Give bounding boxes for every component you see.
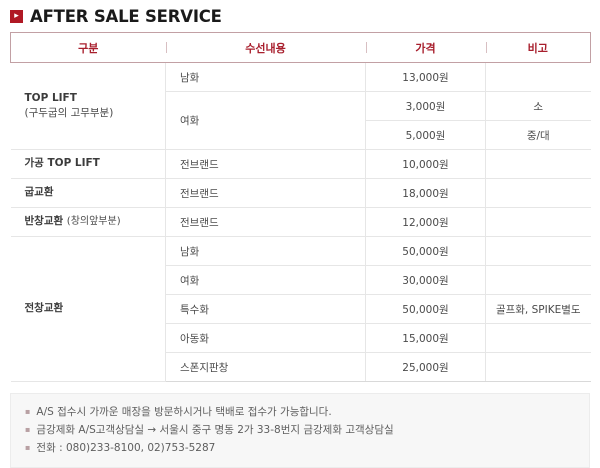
cell-note: [485, 352, 591, 382]
cell-repair-detail: 스폰지판창: [165, 352, 366, 382]
page-title: AFTER SALE SERVICE: [30, 7, 222, 26]
table-row: 반창교환 (창의앞부분) 전브랜드 12,000원: [10, 207, 591, 237]
cell-category: 가공 TOP LIFT: [10, 149, 166, 179]
cell-note: 골프화, SPIKE별도: [485, 294, 591, 324]
cell-category: TOP LIFT (구두굽의 고무부분): [10, 62, 166, 150]
cell-repair-detail: 특수화: [165, 294, 366, 324]
table-row: 특수화 50,000원 골프화, SPIKE별도: [11, 294, 591, 324]
category-label: 전창교환: [24, 302, 64, 315]
notice-line: ▪ 전화 : 080)233-8100, 02)753-5287: [25, 439, 575, 457]
category-sublabel: (창의앞부분): [66, 216, 121, 228]
cell-price: 5,000원: [365, 120, 486, 150]
table-row: 여화 30,000원: [11, 265, 591, 295]
table-header: 구분 수선내용 가격 비고: [10, 32, 591, 63]
category-label: 굽교환: [24, 186, 54, 199]
notice-box: ▪ A/S 접수시 가까운 매장을 방문하시거나 택배로 접수가 가능합니다. …: [10, 393, 590, 468]
cell-price: 50,000원: [365, 236, 486, 266]
chevron-right-icon: ▸: [10, 10, 23, 23]
cell-note: [485, 149, 591, 179]
bullet-icon: ▪: [25, 443, 31, 453]
cell-repair-detail: 전브랜드: [165, 207, 366, 237]
cell-price: 3,000원: [365, 91, 486, 121]
cell-repair-detail: 남화: [165, 62, 366, 92]
table-row: 여화 3,000원 소: [11, 91, 591, 150]
table-row: 굽교환 전브랜드 18,000원: [10, 178, 591, 208]
table-row: TOP LIFT (구두굽의 고무부분) 남화 13,000원: [10, 62, 591, 150]
cell-repair-detail: 아동화: [165, 323, 366, 353]
cell-note: [485, 207, 591, 237]
page-title-bar: ▸ AFTER SALE SERVICE: [0, 0, 600, 32]
cell-note: [485, 323, 591, 353]
cell-price: 12,000원: [365, 207, 486, 237]
cell-note: [485, 62, 591, 92]
table-body: TOP LIFT (구두굽의 고무부분) 남화 13,000원 여화 3,000원 소 5,0…: [10, 62, 591, 382]
cell-note: 중/대: [485, 120, 591, 150]
cell-category: 반창교환 (창의앞부분): [10, 207, 166, 237]
cell-price: 10,000원: [365, 149, 486, 179]
cell-note: [485, 178, 591, 208]
table-row: 스폰지판창 25,000원: [11, 352, 591, 382]
category-label: TOP LIFT: [24, 91, 77, 104]
table-header-row: 구분 수선내용 가격 비고: [10, 32, 591, 63]
table-row: 가공 TOP LIFT 전브랜드 10,000원: [10, 149, 591, 179]
table-row: 전창교환 남화 50,000원: [10, 236, 591, 382]
cell-repair-detail: 여화: [165, 265, 366, 295]
column-header-note: 비고: [485, 32, 591, 63]
service-price-table: 구분 수선내용 가격 비고 TOP LIFT (구두굽의 고무부분) 남화 13,00…: [10, 32, 591, 382]
cell-category: 전창교환: [10, 236, 166, 382]
cell-price: 13,000원: [365, 62, 486, 92]
cell-repair-detail: 전브랜드: [165, 149, 366, 179]
cell-price: 18,000원: [365, 178, 486, 208]
notice-line: ▪ A/S 접수시 가까운 매장을 방문하시거나 택배로 접수가 가능합니다.: [25, 403, 575, 421]
category-label: 가공 TOP LIFT: [24, 157, 100, 170]
category-label: 반창교환: [24, 215, 64, 228]
cell-repair-detail: 여화: [165, 91, 366, 150]
table-row: 아동화 15,000원: [11, 323, 591, 353]
cell-note: 소: [485, 91, 591, 121]
cell-price: 25,000원: [365, 352, 486, 382]
category-sublabel: (구두굽의 고무부분): [24, 107, 114, 119]
column-header-category: 구분: [10, 32, 166, 63]
service-price-table-wrap: 구분 수선내용 가격 비고 TOP LIFT (구두굽의 고무부분) 남화 13,00…: [10, 32, 591, 382]
column-header-repair-detail: 수선내용: [165, 32, 366, 63]
cell-price: 30,000원: [365, 265, 486, 295]
cell-repair-detail: 전브랜드: [165, 178, 366, 208]
cell-price: 50,000원: [365, 294, 486, 324]
column-header-price: 가격: [365, 32, 486, 63]
cell-note: [485, 265, 591, 295]
cell-category: 굽교환: [10, 178, 166, 208]
notice-text: 전화 : 080)233-8100, 02)753-5287: [36, 442, 216, 455]
bullet-icon: ▪: [25, 425, 31, 435]
notice-line: ▪ 금강제화 A/S고객상담실 → 서울시 중구 명동 2가 33-8번지 금강…: [25, 421, 575, 439]
cell-note: [485, 236, 591, 266]
cell-price: 15,000원: [365, 323, 486, 353]
bullet-icon: ▪: [25, 407, 31, 416]
notice-text: 금강제화 A/S고객상담실 → 서울시 중구 명동 2가 33-8번지 금강제화…: [36, 424, 394, 437]
cell-repair-detail: 남화: [165, 236, 366, 266]
notice-text: A/S 접수시 가까운 매장을 방문하시거나 택배로 접수가 가능합니다.: [36, 406, 332, 418]
table-row: 5,000원 중/대: [11, 120, 591, 150]
